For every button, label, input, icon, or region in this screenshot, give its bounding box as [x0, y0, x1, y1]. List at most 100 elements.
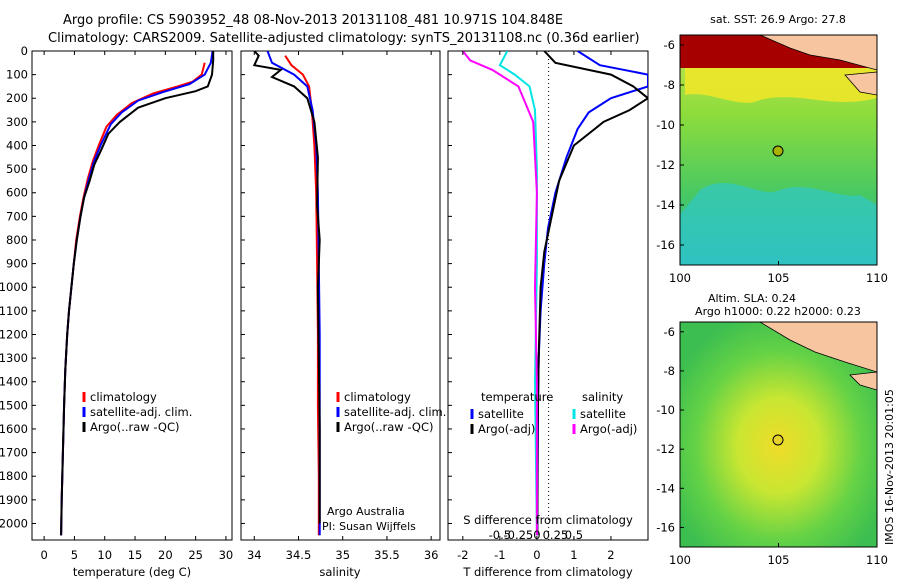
sst-profile-marker [772, 145, 784, 157]
sst_map-ytick-label: -12 [656, 158, 675, 172]
temperature-ytick-label: 1900 [0, 493, 28, 507]
difference-series-0 [536, 51, 648, 536]
temperature-ytick-label: 600 [6, 186, 28, 200]
temperature-ytick-label: 1600 [0, 422, 28, 436]
temperature-legend-label: Argo(..raw -QC) [90, 420, 180, 434]
temperature-ytick-label: 1500 [0, 398, 28, 412]
sla-map: Altim. SLA: 0.24 Argo h1000: 0.22 h2000:… [656, 292, 888, 567]
temperature-xtick-label: 15 [128, 548, 143, 562]
sla_map-xtick-label: 100 [669, 553, 691, 567]
temperature-legend-label: climatology [90, 390, 157, 404]
sst-land-east [844, 71, 877, 96]
sst_map-xtick-label: 110 [866, 271, 888, 285]
difference-xtick-label: -2 [457, 548, 468, 562]
temperature-ytick-label: 1000 [0, 280, 28, 294]
difference-legend-label: satellite [478, 407, 524, 421]
temperature-ytick-label: 500 [6, 162, 28, 176]
difference-legend-label: satellite [580, 407, 626, 421]
temperature-plot-frame [31, 50, 233, 541]
temperature-legend-label: satellite-adj. clim. [90, 405, 192, 419]
salinity-plot-frame [240, 50, 441, 541]
salinity-xtick-label: 35 [335, 548, 350, 562]
temperature-ytick-label: 1400 [0, 375, 28, 389]
salinity-legend-label: satellite-adj. clim. [344, 405, 446, 419]
difference-xtick-label: 0 [533, 548, 540, 562]
sst-map: sat. SST: 26.9 Argo: 27.8 100 105 110 -6 -8 -… [656, 13, 888, 285]
sla_map-ytick-label: -12 [656, 442, 675, 456]
imos-stamp: IMOS 16-Nov-2013 20:01:05 [883, 389, 896, 545]
temperature-ytick-label: 400 [6, 138, 28, 152]
difference-xtick-label: 2 [607, 548, 614, 562]
credit-text: Argo Australia [327, 505, 405, 518]
difference-plot-frame [447, 50, 649, 541]
sla_map-ytick-label: -10 [656, 403, 675, 417]
temperature-series-1 [60, 51, 214, 536]
temperature-ytick-label: 1100 [0, 304, 28, 318]
temperature-ytick-label: 700 [6, 209, 28, 223]
figure-title-line2: Climatology: CARS2009. Satellite-adjuste… [48, 31, 640, 46]
difference-series-2 [498, 51, 538, 536]
temperature-ytick-label: 1800 [0, 469, 28, 483]
figure-title-line1: Argo profile: CS 5903952_48 08-Nov-2013 … [63, 13, 563, 28]
temperature-ytick-label: 300 [6, 115, 28, 129]
difference-legend: temperature salinitysatelliteArgo(-adj)sa… [470, 390, 637, 436]
temperature-series-0 [60, 62, 206, 536]
sst_map-xtick-label: 105 [768, 271, 790, 285]
sla-map-title: Altim. SLA: 0.24 [708, 292, 796, 305]
temperature-xtick-label: 5 [71, 548, 78, 562]
difference-x2tick-label: 0.5 [565, 528, 583, 542]
salinity-xtick-label: 34 [247, 548, 262, 562]
difference-panel: -2 -1 0 1 2 -0.5-0.25 0 0.250.5 T difference fr… [447, 50, 649, 579]
sla_map-xtick-label: 110 [866, 553, 888, 567]
salinity-panel: 34 34.5 35 35.5 36 salinity climatologysatel… [240, 50, 446, 579]
temperature-ytick-label: 1700 [0, 446, 28, 460]
difference-legend-title-salinity: salinity [582, 390, 623, 404]
temperature-xtick-label: 20 [158, 548, 173, 562]
temperature-ytick-label: 2000 [0, 516, 28, 530]
difference-xlabel: T difference from climatology [462, 565, 633, 579]
temperature-xlabel: temperature (deg C) [73, 565, 191, 579]
salinity-series-2 [252, 51, 321, 524]
temperature-xtick-label: 0 [40, 548, 47, 562]
salinity-legend-label: climatology [344, 390, 411, 404]
sla_map-ytick-label: -6 [664, 325, 675, 339]
difference-legend-title-temperature: temperature [481, 390, 553, 404]
temperature-ytick-label: 1200 [0, 327, 28, 341]
temperature-xtick-label: 10 [97, 548, 112, 562]
temperature-ytick-label: 0 [21, 44, 28, 58]
sst_map-ytick-label: -8 [664, 78, 675, 92]
difference-x2tick-label: 0.25 [543, 528, 569, 542]
salinity-xtick-label: 36 [424, 548, 439, 562]
difference-series-3 [462, 51, 538, 536]
difference-x2tick-label: -0.25 [503, 528, 533, 542]
salinity-xtick-label: 35.5 [374, 548, 400, 562]
sst-cool-patch [680, 182, 877, 265]
sla_map-xtick-label: 105 [768, 553, 790, 567]
temperature-ytick-label: 900 [6, 257, 28, 271]
temperature-series-2 [60, 51, 215, 536]
salinity-xlabel: salinity [319, 565, 360, 579]
difference-series-1 [536, 51, 648, 536]
sla_map-ytick-label: -8 [664, 364, 675, 378]
salinity-series-0 [284, 55, 320, 536]
sst-warm-patch [685, 60, 877, 103]
sst_map-ytick-label: -16 [656, 238, 675, 252]
sla_map-ytick-label: -14 [656, 481, 675, 495]
difference-xtick-label: -1 [494, 548, 505, 562]
sst-land-java [759, 35, 877, 71]
pi-text: PI: Susan Wijffels [322, 520, 416, 533]
temperature-ytick-label: 800 [6, 233, 28, 247]
sla_map-ytick-label: -16 [656, 520, 675, 534]
sla-land-east [849, 371, 877, 391]
temperature-panel: 0 5 10 15 20 25 300100200300400500600700800900… [0, 44, 233, 579]
sst_map-ytick-label: -14 [656, 198, 675, 212]
temperature-ytick-label: 200 [6, 91, 28, 105]
difference-x2label: S difference from climatology [463, 513, 633, 527]
temperature-ytick-label: 1300 [0, 351, 28, 365]
difference-legend-label: Argo(-adj) [478, 422, 535, 436]
difference-x2tick-label: 0 [533, 528, 540, 542]
difference-x2tick-label: -0.5 [489, 528, 511, 542]
